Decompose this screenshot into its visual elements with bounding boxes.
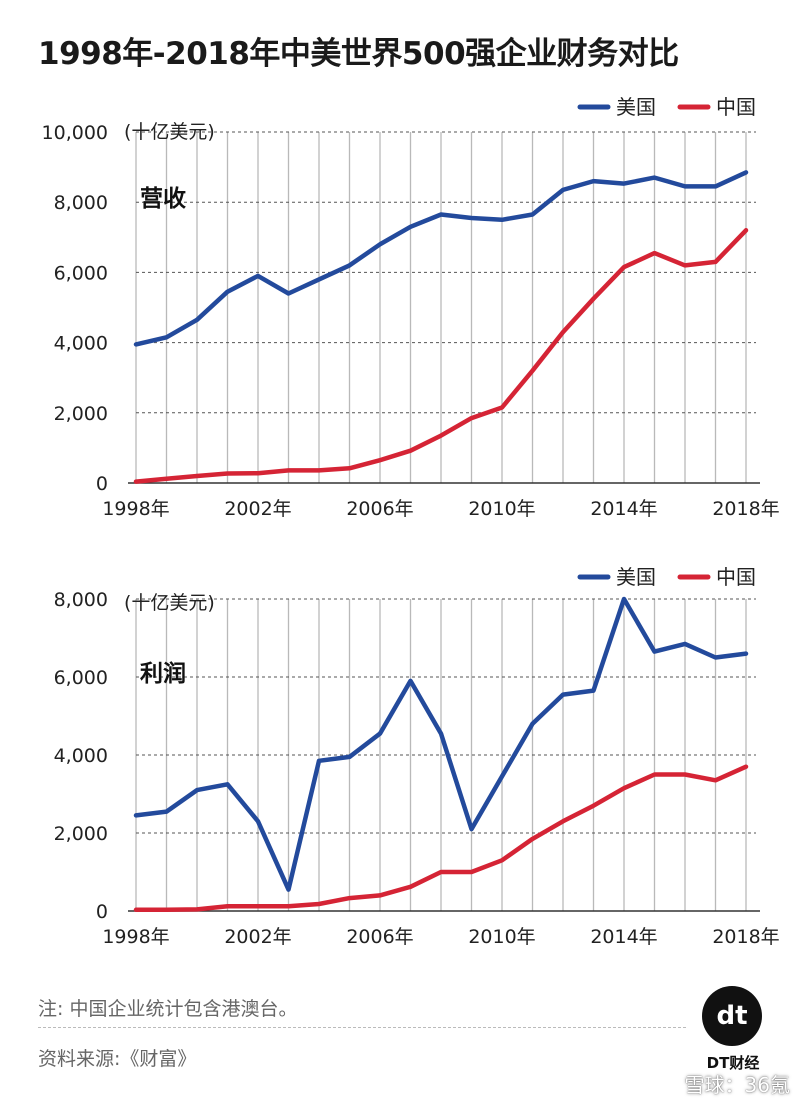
revenue-legend: 美国 中国: [577, 95, 756, 119]
profit-xtick-label: 2018年: [712, 926, 779, 948]
page-title: 1998年-2018年中美世界500强企业财务对比: [38, 36, 679, 72]
profit-ytick-label: 4,000: [54, 745, 108, 767]
profit-xtick-label: 2006年: [346, 926, 413, 948]
profit-xtick-label: 2002年: [224, 926, 291, 948]
profit-ytick-label: 0: [96, 901, 108, 923]
revenue-xtick-label: 2006年: [346, 498, 413, 520]
profit-legend-label-china: 中国: [716, 565, 756, 589]
revenue-xtick-label: 1998年: [102, 498, 169, 520]
profit-xtick-label: 2010年: [468, 926, 535, 948]
revenue-ytick-label: 2,000: [54, 403, 108, 425]
revenue-chart: 0 2,000 4,000 6,000 8,000 10,000 1998年 2002年 200…: [42, 95, 780, 520]
revenue-ytick-label: 6,000: [54, 262, 108, 284]
revenue-series-line-china: [133, 228, 749, 484]
profit-metric-label: 利润: [140, 660, 186, 687]
profit-xtick-label: 1998年: [102, 926, 169, 948]
brand-name: DT财经: [706, 1054, 760, 1072]
revenue-series-line-us: [133, 170, 749, 347]
profit-legend: 美国 中国: [577, 565, 756, 589]
revenue-ytick-label: 8,000: [54, 192, 108, 214]
profit-grid: [135, 598, 756, 911]
revenue-xtick-label: 2010年: [468, 498, 535, 520]
profit-ytick-label: 2,000: [54, 823, 108, 845]
revenue-xtick-label: 2002年: [224, 498, 291, 520]
footer-note: 注: 中国企业统计包含港澳台。: [38, 998, 298, 1020]
revenue-metric-label: 营收: [140, 185, 186, 212]
revenue-grid: [135, 131, 756, 483]
footer-source: 资料来源:《财富》: [38, 1048, 197, 1070]
brand-logo-icon: dt: [702, 986, 762, 1046]
profit-series-line-china: [133, 764, 749, 913]
revenue-xtick-label: 2018年: [712, 498, 779, 520]
revenue-legend-label-china: 中国: [716, 95, 756, 119]
profit-ytick-label: 8,000: [54, 589, 108, 611]
corner-watermark: 雪球：36氪: [684, 1073, 790, 1097]
revenue-ytick-label: 10,000: [42, 122, 108, 144]
profit-xtick-label: 2014年: [590, 926, 657, 948]
profit-chart: 0 2,000 4,000 6,000 8,000 1998年 2002年 2006年 2010…: [54, 565, 780, 948]
footer-divider: [38, 1027, 686, 1028]
profit-legend-label-us: 美国: [616, 565, 656, 589]
revenue-legend-label-us: 美国: [616, 95, 656, 119]
revenue-ytick-label: 4,000: [54, 333, 108, 355]
revenue-xtick-label: 2014年: [590, 498, 657, 520]
profit-series-line-us: [133, 596, 749, 892]
revenue-unit-label: (十亿美元): [124, 121, 215, 143]
profit-unit-label: (十亿美元): [124, 592, 215, 614]
profit-ytick-label: 6,000: [54, 667, 108, 689]
revenue-ytick-label: 0: [96, 473, 108, 495]
